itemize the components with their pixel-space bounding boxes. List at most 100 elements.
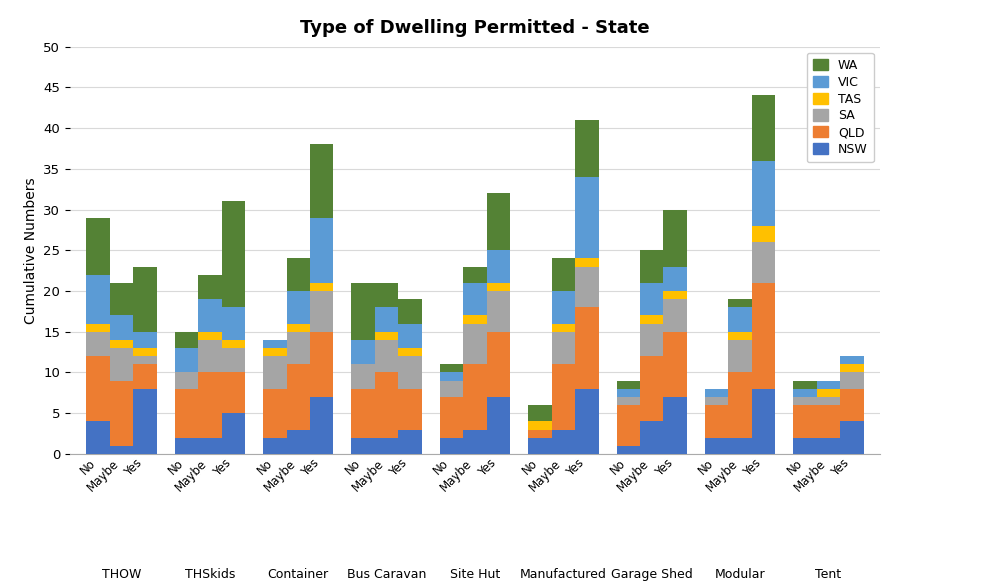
Bar <box>487 283 510 291</box>
Bar <box>793 397 817 405</box>
Bar <box>617 389 640 397</box>
Bar <box>310 283 333 291</box>
Bar <box>222 340 245 348</box>
Bar <box>440 438 463 454</box>
Bar <box>198 438 222 454</box>
Bar <box>198 340 222 372</box>
Bar <box>552 258 575 291</box>
Bar <box>752 161 775 226</box>
Bar <box>398 430 422 454</box>
Bar <box>222 372 245 413</box>
Bar <box>705 389 728 397</box>
Bar <box>287 258 310 291</box>
Bar <box>398 348 422 356</box>
Bar <box>110 381 133 446</box>
Bar <box>440 381 463 397</box>
Bar <box>793 438 817 454</box>
Bar <box>640 356 663 421</box>
Bar <box>575 307 599 389</box>
Bar <box>398 299 422 324</box>
Bar <box>440 397 463 438</box>
Bar <box>528 405 552 421</box>
Text: Site Hut: Site Hut <box>450 568 500 581</box>
Bar <box>440 364 463 372</box>
Y-axis label: Cumulative Numbers: Cumulative Numbers <box>24 177 38 324</box>
Bar <box>86 421 110 454</box>
Bar <box>440 372 463 381</box>
Bar <box>663 267 687 291</box>
Bar <box>310 144 333 218</box>
Bar <box>663 299 687 332</box>
Bar <box>552 291 575 324</box>
Bar <box>640 315 663 324</box>
Bar <box>752 226 775 242</box>
Bar <box>487 397 510 454</box>
Bar <box>840 356 864 364</box>
Bar <box>133 356 157 364</box>
Bar <box>817 438 840 454</box>
Bar <box>110 446 133 454</box>
Bar <box>463 430 487 454</box>
Bar <box>310 332 333 397</box>
Bar <box>817 389 840 397</box>
Bar <box>110 348 133 381</box>
Bar <box>840 389 864 421</box>
Bar <box>398 389 422 430</box>
Bar <box>752 283 775 389</box>
Bar <box>640 250 663 283</box>
Bar <box>351 364 375 389</box>
Bar <box>375 372 398 438</box>
Bar <box>728 340 752 372</box>
Bar <box>528 438 552 454</box>
Bar <box>133 364 157 389</box>
Bar <box>817 381 840 389</box>
Bar <box>463 315 487 324</box>
Bar <box>175 332 198 348</box>
Bar <box>463 267 487 283</box>
Bar <box>640 283 663 315</box>
Bar <box>817 397 840 405</box>
Bar <box>375 438 398 454</box>
Bar <box>175 389 198 438</box>
Bar <box>840 364 864 372</box>
Bar <box>575 258 599 267</box>
Bar <box>133 348 157 356</box>
Bar <box>463 324 487 364</box>
Bar <box>617 381 640 389</box>
Bar <box>663 210 687 267</box>
Text: Container: Container <box>268 568 329 581</box>
Bar <box>375 332 398 340</box>
Bar <box>617 397 640 405</box>
Bar <box>375 307 398 332</box>
Text: Manufactured: Manufactured <box>520 568 607 581</box>
Bar <box>552 430 575 454</box>
Bar <box>728 372 752 438</box>
Bar <box>705 397 728 405</box>
Bar <box>222 413 245 454</box>
Bar <box>198 275 222 299</box>
Bar <box>86 275 110 324</box>
Bar <box>287 324 310 332</box>
Bar <box>487 332 510 397</box>
Bar <box>752 389 775 454</box>
Bar <box>793 405 817 438</box>
Bar <box>840 421 864 454</box>
Bar <box>552 364 575 430</box>
Bar <box>640 421 663 454</box>
Title: Type of Dwelling Permitted - State: Type of Dwelling Permitted - State <box>300 19 650 37</box>
Bar <box>287 364 310 430</box>
Bar <box>287 291 310 324</box>
Bar <box>728 332 752 340</box>
Bar <box>351 283 375 340</box>
Bar <box>263 356 287 389</box>
Bar <box>222 307 245 340</box>
Bar <box>617 446 640 454</box>
Bar <box>287 430 310 454</box>
Bar <box>222 201 245 307</box>
Bar <box>817 405 840 438</box>
Bar <box>398 324 422 348</box>
Bar <box>175 372 198 389</box>
Bar <box>728 299 752 307</box>
Bar <box>263 389 287 438</box>
Bar <box>487 291 510 332</box>
